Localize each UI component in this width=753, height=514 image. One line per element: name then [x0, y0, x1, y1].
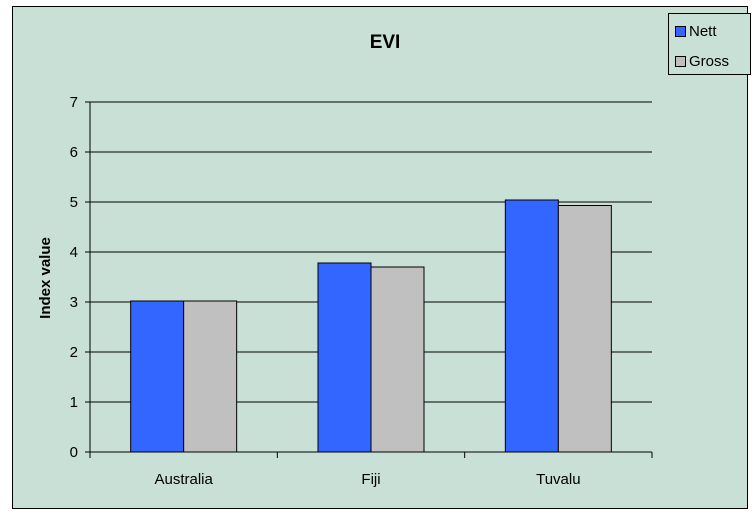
legend-swatch-nett [675, 25, 686, 37]
legend-label-nett: Nett [689, 22, 717, 40]
bar-gross-australia [183, 300, 238, 453]
axes [85, 101, 653, 458]
y-tick-label: 2 [70, 344, 78, 361]
y-tick-label: 4 [70, 244, 78, 261]
y-tick-label: 5 [70, 194, 78, 211]
legend-label-gross: Gross [689, 52, 730, 70]
bar-nett-australia [130, 300, 185, 453]
x-tick-label: Australia [154, 471, 213, 488]
bar-nett-fiji [317, 262, 372, 453]
y-axis-title: Index value [37, 237, 54, 319]
bar-gross-tuvalu [557, 205, 612, 453]
bar-nett-tuvalu [504, 199, 559, 453]
legend-item-nett: Nett [675, 22, 717, 40]
tick-labels: 0 1 2 3 4 5 6 7 Australia Fiji Tuvalu [70, 94, 581, 488]
x-tick-label: Fiji [361, 471, 380, 488]
y-tick-label: 1 [70, 394, 78, 411]
bar-gross-fiji [370, 266, 425, 453]
y-tick-label: 6 [70, 144, 78, 161]
x-tick-label: Tuvalu [536, 471, 580, 488]
legend-swatch-gross [675, 55, 686, 67]
legend-item-gross: Gross [675, 52, 729, 70]
y-tick-label: 7 [70, 94, 78, 111]
y-tick-label: 3 [70, 294, 78, 311]
y-tick-label: 0 [70, 444, 78, 461]
chart-title: EVI [370, 32, 401, 53]
bars [130, 199, 612, 453]
legend: Nett Gross [668, 13, 751, 75]
